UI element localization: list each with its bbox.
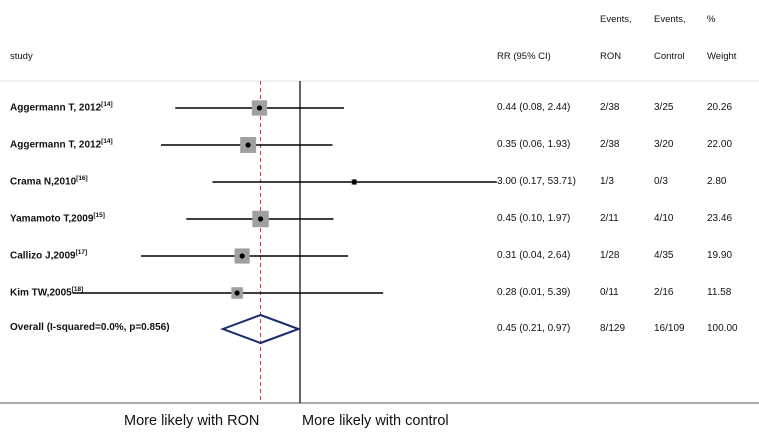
- study-marks: [72, 100, 497, 345]
- study-events-control: 0/3: [654, 176, 668, 187]
- study-label: Crama N,2010[16]: [10, 175, 88, 188]
- header-rr: RR (95% CI): [497, 51, 551, 62]
- study-rr: 0.35 (0.06, 1.93): [497, 139, 571, 150]
- header-events-control-bottom: Control: [654, 51, 685, 62]
- favours-control-label: More likely with control: [302, 413, 449, 429]
- overall-rr: 0.45 (0.21, 0.97): [497, 323, 571, 334]
- study-label: Kim TW,2005[18]: [10, 286, 84, 299]
- study-events-control: 3/25: [654, 102, 674, 113]
- study-label: Aggermann T, 2012[14]: [10, 101, 113, 114]
- header-events-ron-bottom: RON: [600, 51, 622, 62]
- point-estimate: [234, 290, 240, 296]
- study-weight: 11.58: [707, 287, 732, 298]
- study-rr: 3.00 (0.17, 53.71): [497, 176, 576, 187]
- overall-weight: 100.00: [707, 323, 738, 334]
- header-events-control-top: Events,: [654, 14, 686, 25]
- study-label: Yamamoto T,2009[15]: [10, 212, 105, 225]
- study-events-ron: 2/38: [600, 102, 620, 113]
- study-weight: 20.26: [707, 102, 733, 113]
- study-events-ron: 2/11: [600, 213, 619, 224]
- header-weight-top: %: [707, 14, 716, 25]
- study-weight: 19.90: [707, 250, 733, 261]
- point-estimate: [256, 105, 263, 111]
- study-events-control: 4/10: [654, 213, 674, 224]
- point-estimate: [257, 216, 264, 222]
- study-events-ron: 2/38: [600, 139, 620, 150]
- point-estimate: [351, 179, 357, 185]
- overall-diamond: [220, 313, 302, 345]
- study-label: Aggermann T, 2012[14]: [10, 138, 113, 151]
- study-events-ron: 0/11: [600, 287, 619, 298]
- study-weight: 23.46: [707, 213, 733, 224]
- study-events-ron: 1/28: [600, 250, 620, 261]
- study-events-control: 2/16: [654, 287, 674, 298]
- study-rr: 0.45 (0.10, 1.97): [497, 213, 571, 224]
- point-estimate: [245, 142, 251, 148]
- header-study: study: [10, 51, 33, 62]
- study-events-control: 3/20: [654, 139, 674, 150]
- header-events-ron-top: Events,: [600, 14, 632, 25]
- study-label: Callizo J,2009[17]: [10, 249, 88, 262]
- overall-label: Overall (I-squared=0.0%, p=0.856): [10, 322, 170, 333]
- study-rr: 0.31 (0.04, 2.64): [497, 250, 571, 261]
- favours-ron-label: More likely with RON: [124, 413, 260, 429]
- study-weight: 2.80: [707, 176, 727, 187]
- study-weight: 22.00: [707, 139, 733, 150]
- overall-events-control: 16/109: [654, 323, 685, 334]
- study-events-ron: 1/3: [600, 176, 614, 187]
- point-estimate: [239, 253, 245, 259]
- study-rr: 0.28 (0.01, 5.39): [497, 287, 571, 298]
- overall-events-ron: 8/129: [600, 323, 626, 334]
- study-rr: 0.44 (0.08, 2.44): [497, 102, 571, 113]
- header-weight-bottom: Weight: [707, 51, 737, 62]
- study-events-control: 4/35: [654, 250, 674, 261]
